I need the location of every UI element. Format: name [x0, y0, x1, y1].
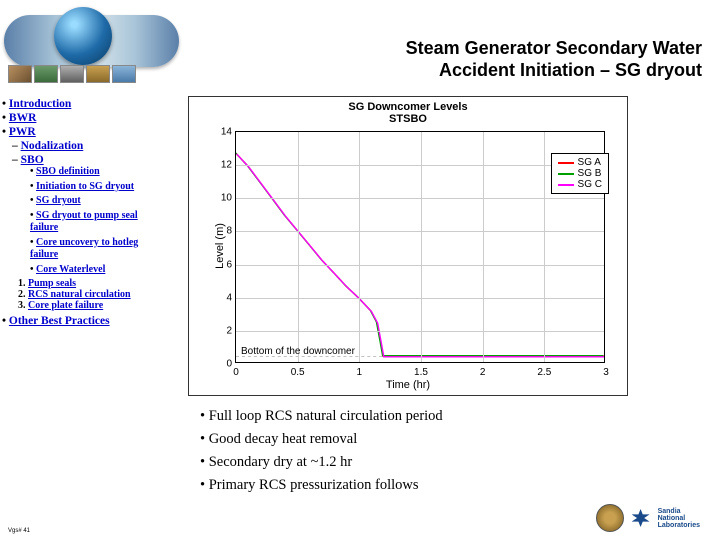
footer-vgs: Vgs# 41 — [8, 528, 30, 534]
thumb — [34, 65, 58, 83]
sandia-text: Sandia National Laboratories — [658, 508, 700, 529]
ytick: 12 — [210, 160, 232, 171]
chart-title-1: SG Downcomer Levels — [189, 101, 627, 113]
nav-item-core-waterlevel[interactable]: • Core Waterlevel — [30, 264, 148, 277]
xtick: 0 — [233, 367, 239, 378]
gridline-v — [298, 132, 299, 362]
gridline-h — [236, 265, 604, 266]
nav-item-bwr[interactable]: • BWR — [2, 112, 148, 124]
sandia-branding: Sandia National Laboratories — [596, 504, 700, 532]
legend-swatch — [558, 173, 574, 175]
content: • Introduction • BWR • PWR – Nodalizatio… — [0, 90, 720, 490]
nav-item-core-uncovery[interactable]: • Core uncovery to hotleg failure — [30, 237, 148, 262]
nav-item-sbo[interactable]: – SBO — [12, 154, 148, 166]
nav-item-init-dryout[interactable]: • Initiation to SG dryout — [30, 181, 148, 194]
legend-row: SG B — [558, 168, 602, 179]
gridline-h — [236, 165, 604, 166]
gridline-h — [236, 231, 604, 232]
nav-item-dryout-pump[interactable]: • SG dryout to pump seal failure — [30, 210, 148, 235]
nav-item-sg-dryout[interactable]: • SG dryout — [30, 195, 148, 208]
xtick: 2.5 — [537, 367, 551, 378]
nav-sidebar: • Introduction • BWR • PWR – Nodalizatio… — [0, 90, 150, 490]
chart-bottom-note: Bottom of the downcomer — [241, 346, 355, 357]
nav-item-nodalization[interactable]: – Nodalization — [12, 140, 148, 152]
logo-zone — [4, 7, 199, 87]
legend-label: SG A — [578, 157, 601, 168]
ytick: 6 — [210, 259, 232, 270]
legend-label: SG B — [578, 168, 602, 179]
chart-xlabel: Time (hr) — [189, 379, 627, 391]
thumb-row — [8, 65, 136, 83]
bullet-4: Primary RCS pressurization follows — [200, 477, 710, 494]
title-line-2: Accident Initiation – SG dryout — [199, 59, 702, 82]
gridline-h — [236, 198, 604, 199]
doe-seal-icon — [596, 504, 624, 532]
xtick: 2 — [480, 367, 486, 378]
gridline-v — [421, 132, 422, 362]
legend-row: SG C — [558, 179, 602, 190]
thumb — [86, 65, 110, 83]
thumb — [8, 65, 32, 83]
ytick: 8 — [210, 226, 232, 237]
nav-item-sbo-def[interactable]: • SBO definition — [30, 166, 148, 179]
legend-swatch — [558, 162, 574, 164]
header: Steam Generator Secondary Water Accident… — [0, 0, 720, 90]
ytick: 0 — [210, 359, 232, 370]
sandia-line2: National — [658, 515, 700, 522]
chart-title-2: STSBO — [189, 113, 627, 125]
legend-swatch — [558, 184, 574, 186]
bullet-2: Good decay heat removal — [200, 431, 710, 448]
ytick: 10 — [210, 193, 232, 204]
thumb — [60, 65, 84, 83]
curve-svg — [236, 132, 604, 362]
sandia-tbird-icon — [632, 509, 650, 527]
thumb — [112, 65, 136, 83]
legend-label: SG C — [578, 179, 602, 190]
legend: SG ASG BSG C — [551, 153, 609, 194]
legend-row: SG A — [558, 157, 602, 168]
gridline-h — [236, 331, 604, 332]
bullet-3: Secondary dry at ~1.2 hr — [200, 454, 710, 471]
gridline-v — [544, 132, 545, 362]
series-sg-b — [236, 153, 603, 356]
bullet-list: Full loop RCS natural circulation period… — [200, 408, 710, 494]
slide-title: Steam Generator Secondary Water Accident… — [199, 13, 710, 82]
xtick: 3 — [603, 367, 609, 378]
globe-icon — [54, 7, 112, 65]
gridline-v — [483, 132, 484, 362]
nav-item-intro[interactable]: • Introduction — [2, 98, 148, 110]
chart-title: SG Downcomer Levels STSBO — [189, 101, 627, 125]
gridline-v — [359, 132, 360, 362]
plot-area: 0246810121400.511.522.53 — [235, 131, 605, 363]
main-panel: SG Downcomer Levels STSBO Level (m) Time… — [150, 90, 720, 490]
nav-item-core-plate[interactable]: 3. Core plate failure — [18, 300, 148, 311]
chart: SG Downcomer Levels STSBO Level (m) Time… — [188, 96, 628, 396]
xtick: 0.5 — [291, 367, 305, 378]
gridline-h — [236, 298, 604, 299]
xtick: 1.5 — [414, 367, 428, 378]
ytick: 14 — [210, 127, 232, 138]
nav-item-pwr[interactable]: • PWR — [2, 126, 148, 138]
nav-item-rcs-nc[interactable]: 2. RCS natural circulation — [18, 289, 148, 300]
bullet-1: Full loop RCS natural circulation period — [200, 408, 710, 425]
title-line-1: Steam Generator Secondary Water — [199, 37, 702, 60]
sandia-line3: Laboratories — [658, 522, 700, 529]
xtick: 1 — [357, 367, 363, 378]
series-sg-a — [236, 153, 604, 356]
sandia-line1: Sandia — [658, 508, 700, 515]
ytick: 2 — [210, 325, 232, 336]
ytick: 4 — [210, 292, 232, 303]
nav-item-other-best[interactable]: • Other Best Practices — [2, 315, 148, 327]
nav-item-pump-seals[interactable]: 1. Pump seals — [18, 278, 148, 289]
